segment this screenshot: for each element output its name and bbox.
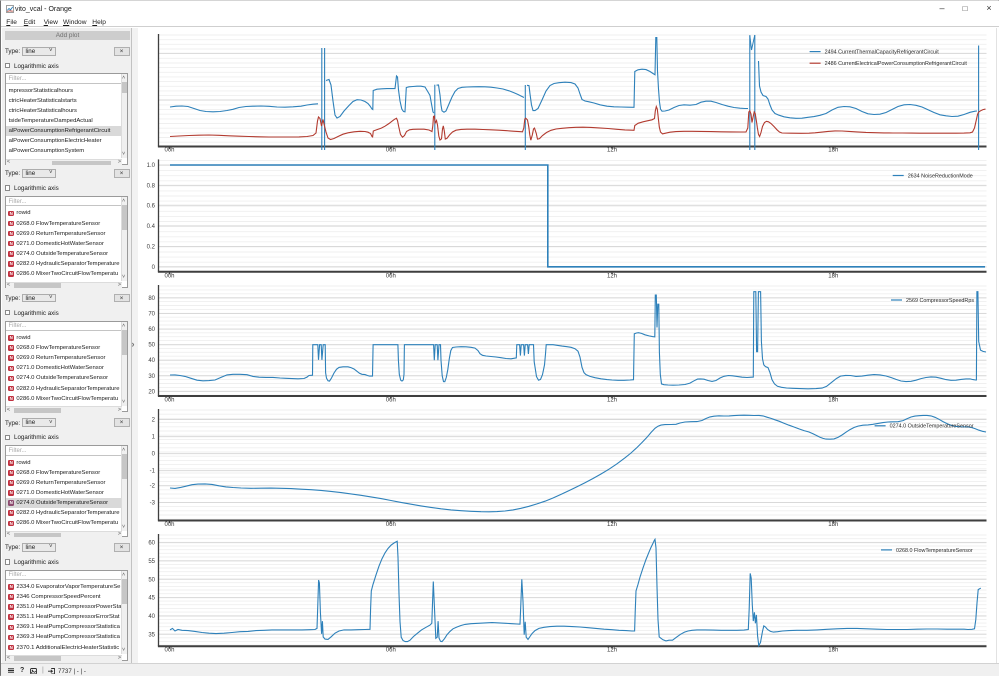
- svg-text:06h: 06h: [386, 522, 396, 528]
- svg-text:60: 60: [148, 327, 155, 333]
- svg-text:06h: 06h: [386, 397, 396, 403]
- svg-text:80: 80: [148, 296, 155, 302]
- svg-text:06h: 06h: [386, 648, 396, 654]
- svg-text:18h: 18h: [828, 397, 838, 403]
- svg-text:0.6: 0.6: [147, 203, 156, 209]
- svg-text:12h: 12h: [607, 648, 617, 654]
- svg-text:18h: 18h: [828, 273, 838, 279]
- svg-text:50: 50: [148, 577, 155, 583]
- svg-text:0.4: 0.4: [147, 224, 156, 230]
- svg-text:00h: 00h: [164, 397, 174, 403]
- svg-text:00h: 00h: [164, 522, 174, 528]
- svg-text:35: 35: [148, 632, 155, 638]
- svg-text:12h: 12h: [607, 273, 617, 279]
- svg-text:0: 0: [152, 452, 156, 458]
- svg-text:18h: 18h: [828, 648, 838, 654]
- svg-text:18h: 18h: [828, 148, 838, 154]
- svg-text:0: 0: [152, 265, 156, 271]
- svg-text:45: 45: [148, 596, 155, 602]
- svg-text:40: 40: [148, 614, 155, 620]
- svg-text:-2: -2: [150, 484, 156, 490]
- svg-text:-1: -1: [150, 469, 156, 475]
- svg-text:30: 30: [148, 374, 155, 380]
- svg-text:00h: 00h: [164, 148, 174, 154]
- svg-text:06h: 06h: [386, 273, 396, 279]
- svg-text:1.0: 1.0: [147, 163, 156, 169]
- svg-text:50: 50: [148, 343, 155, 349]
- svg-text:12h: 12h: [607, 522, 617, 528]
- svg-text:2486 CurrentElectricalPowerCon: 2486 CurrentElectricalPowerConsumptionRe…: [825, 61, 968, 67]
- svg-text:00h: 00h: [164, 648, 174, 654]
- svg-text:2634 NoiseReductionMode: 2634 NoiseReductionMode: [908, 173, 973, 179]
- svg-text:70: 70: [148, 312, 155, 318]
- svg-text:0274.0 OutsideTemperatureSenso: 0274.0 OutsideTemperatureSensor: [890, 424, 974, 430]
- svg-text:-3: -3: [150, 501, 156, 507]
- svg-text:12h: 12h: [607, 148, 617, 154]
- svg-text:60: 60: [148, 541, 155, 547]
- svg-text:55: 55: [148, 559, 155, 565]
- svg-text:2569 CompressorSpeedRps: 2569 CompressorSpeedRps: [906, 298, 974, 304]
- svg-text:06h: 06h: [386, 148, 396, 154]
- svg-text:12h: 12h: [607, 397, 617, 403]
- svg-text:1: 1: [152, 435, 156, 441]
- svg-text:40: 40: [148, 358, 155, 364]
- svg-text:0.8: 0.8: [147, 183, 156, 189]
- svg-text:2: 2: [152, 418, 156, 424]
- svg-text:2494 CurrentThermalCapacityRef: 2494 CurrentThermalCapacityRefrigerantCi…: [825, 50, 940, 56]
- svg-text:20: 20: [148, 389, 155, 395]
- svg-text:00h: 00h: [164, 273, 174, 279]
- svg-text:18h: 18h: [828, 522, 838, 528]
- svg-text:0268.0 FlowTemperatureSensor: 0268.0 FlowTemperatureSensor: [896, 548, 973, 554]
- svg-text:0.2: 0.2: [147, 245, 156, 251]
